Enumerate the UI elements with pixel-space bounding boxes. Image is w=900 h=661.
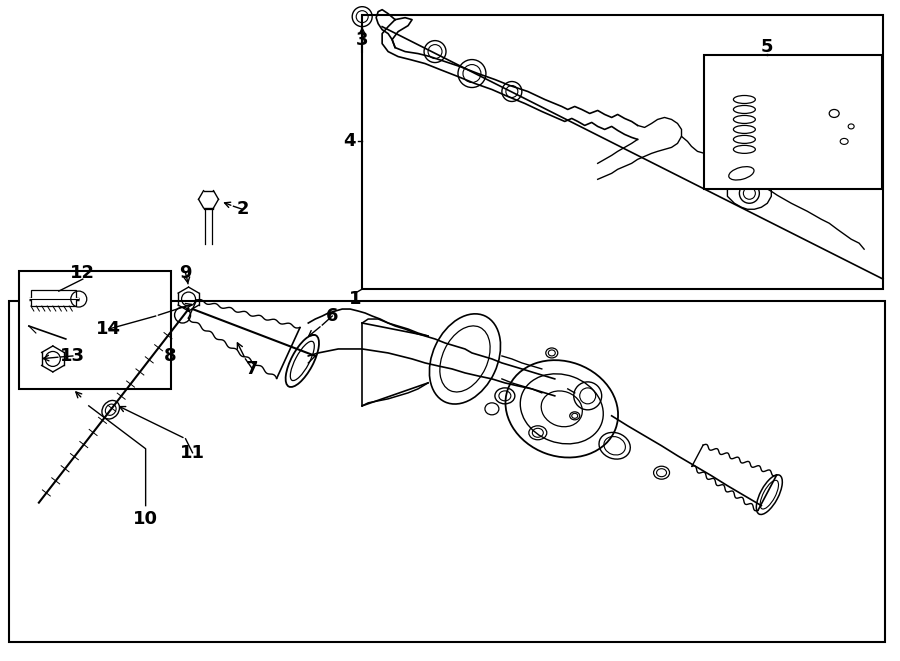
Text: 6: 6 bbox=[326, 307, 338, 325]
Text: 4: 4 bbox=[343, 132, 356, 151]
Text: 1: 1 bbox=[349, 290, 362, 308]
Text: 10: 10 bbox=[133, 510, 158, 527]
Text: 13: 13 bbox=[60, 347, 86, 365]
Text: 5: 5 bbox=[761, 38, 774, 56]
Text: 7: 7 bbox=[247, 360, 258, 378]
Text: 9: 9 bbox=[179, 264, 192, 282]
Text: 8: 8 bbox=[165, 347, 177, 365]
Text: 3: 3 bbox=[356, 30, 368, 49]
Bar bbox=[362, 15, 883, 289]
Bar bbox=[19, 271, 171, 389]
Bar bbox=[31, 290, 76, 306]
Text: 12: 12 bbox=[70, 264, 95, 282]
Bar bbox=[705, 55, 882, 189]
Text: 11: 11 bbox=[180, 444, 205, 462]
Text: 2: 2 bbox=[236, 200, 248, 218]
Text: 14: 14 bbox=[96, 320, 122, 338]
Bar bbox=[9, 301, 885, 642]
